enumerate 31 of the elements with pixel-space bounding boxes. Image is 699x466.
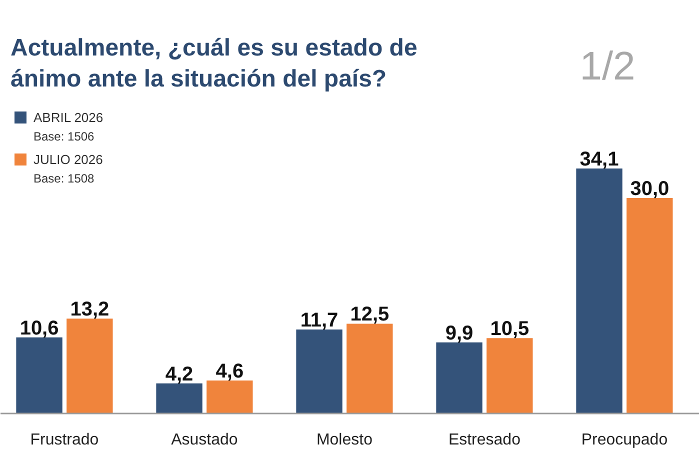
x-tick-label: Estresado [448, 432, 521, 448]
x-tick-label: Asustado [171, 432, 238, 448]
chart-title: Actualmente, ¿cuál es su estado de ánimo ante la situación del país? [10, 34, 418, 92]
bar [66, 318, 113, 414]
data-label: 4,6 [216, 360, 244, 382]
bar [206, 380, 253, 414]
data-label: 4,2 [165, 363, 194, 386]
data-label: 10,6 [20, 317, 59, 340]
data-label: 12,5 [350, 304, 390, 326]
x-tick-label: Preocupado [581, 432, 668, 448]
data-label: 10,5 [490, 318, 530, 340]
data-label: 11,7 [300, 309, 338, 332]
bar [576, 168, 622, 414]
annotation: Base: 1508 [34, 172, 95, 186]
bar [156, 383, 202, 414]
x-tick-label: Molesto [316, 432, 373, 448]
text: Base: 1506 [34, 130, 95, 144]
data-label: 13,2 [70, 298, 110, 321]
bar [346, 324, 393, 414]
legend-label: ABRIL 2026 [34, 110, 104, 125]
bar [486, 338, 533, 414]
text: 1/2 [580, 44, 636, 88]
bar [16, 337, 62, 414]
x-tick-label: Frustrado [30, 432, 99, 448]
bar [626, 198, 673, 414]
bar [296, 329, 342, 414]
data-label: 9,9 [445, 322, 474, 344]
legend-label: JULIO 2026 [34, 152, 103, 167]
data-label: 30,0 [630, 178, 670, 200]
bar [436, 342, 482, 414]
data-label: 34,1 [580, 148, 619, 171]
